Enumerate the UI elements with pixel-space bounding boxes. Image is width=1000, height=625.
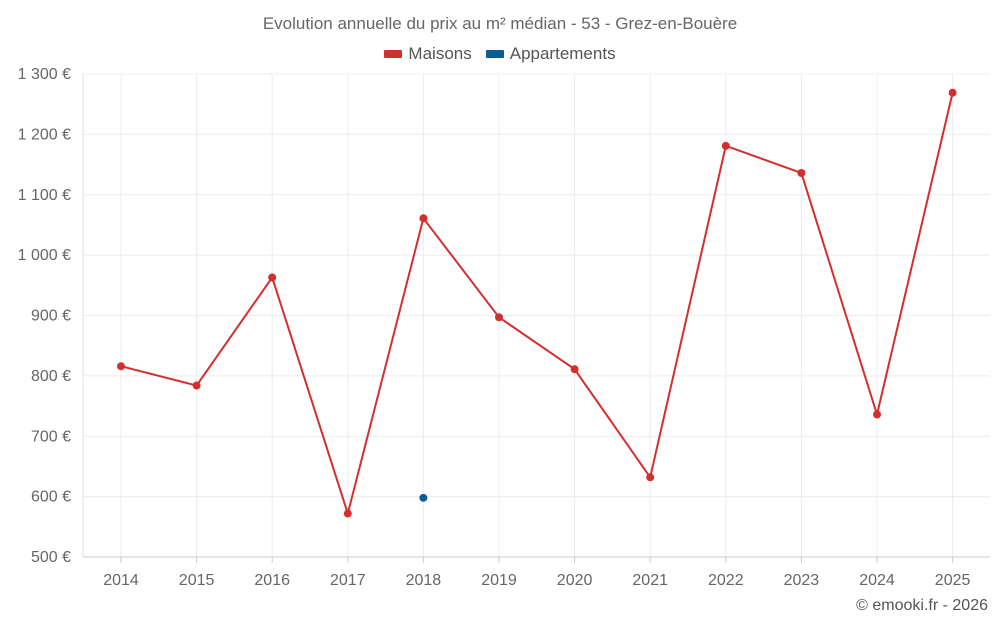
x-tick-label: 2018 xyxy=(406,572,442,589)
y-tick-label: 1 300 € xyxy=(18,66,71,83)
y-tick-label: 1 100 € xyxy=(18,187,71,204)
data-point-maisons xyxy=(192,381,201,390)
x-tick-label: 2023 xyxy=(784,572,820,589)
y-tick-label: 900 € xyxy=(31,308,71,325)
data-point-maisons xyxy=(721,141,730,150)
data-point-maisons xyxy=(343,509,352,518)
x-tick-label: 2016 xyxy=(254,572,290,589)
data-point-maisons xyxy=(797,169,806,178)
legend-label-appartements: Appartements xyxy=(509,44,616,63)
data-point-maisons xyxy=(570,365,579,374)
legend-item-appartements[interactable]: Appartements xyxy=(485,44,616,64)
x-tick-label: 2017 xyxy=(330,572,366,589)
data-point-maisons xyxy=(948,88,957,97)
y-tick-label: 1 000 € xyxy=(18,247,71,264)
data-point-maisons xyxy=(419,214,428,223)
x-tick-label: 2019 xyxy=(481,572,517,589)
x-tick-label: 2020 xyxy=(557,572,593,589)
chart-title: Evolution annuelle du prix au m² médian … xyxy=(262,14,738,33)
legend-swatch-appartements xyxy=(485,50,504,58)
y-tick-label: 1 200 € xyxy=(18,126,71,143)
x-tick-label: 2014 xyxy=(103,572,139,589)
data-point-maisons xyxy=(873,410,881,419)
x-tick-label: 2022 xyxy=(708,572,744,589)
credit-text: © emooki.fr - 2026 xyxy=(856,597,988,614)
data-point-maisons xyxy=(646,473,655,482)
legend-swatch-maisons xyxy=(384,50,403,58)
series-line-maisons xyxy=(120,92,954,515)
x-tick-label: 2025 xyxy=(935,572,971,589)
x-tick-label: 2015 xyxy=(179,572,215,589)
legend-item-maisons[interactable]: Maisons xyxy=(384,44,472,64)
data-point-maisons xyxy=(268,273,277,282)
data-point-appartements xyxy=(419,493,428,502)
y-tick-label: 700 € xyxy=(31,428,71,445)
data-point-maisons xyxy=(495,313,503,322)
x-tick-label: 2021 xyxy=(632,572,668,589)
x-tick-label: 2024 xyxy=(859,572,895,589)
data-point-maisons xyxy=(117,362,125,371)
legend-label-maisons: Maisons xyxy=(408,44,472,63)
y-tick-label: 800 € xyxy=(31,368,71,385)
y-tick-label: 500 € xyxy=(31,549,71,566)
y-tick-label: 600 € xyxy=(31,489,71,506)
legend: Maisons Appartements xyxy=(0,44,1000,64)
